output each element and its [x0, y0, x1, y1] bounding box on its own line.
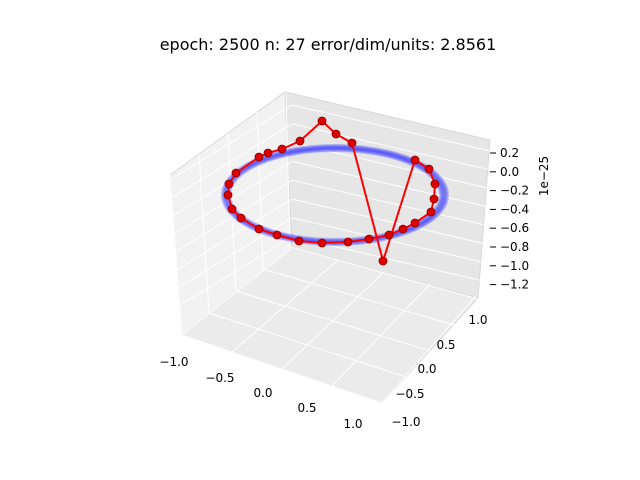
unit-marker — [364, 234, 374, 244]
unit-marker — [224, 179, 234, 189]
grid-line — [291, 160, 491, 208]
unit-marker — [424, 164, 434, 174]
grid-line — [208, 312, 407, 378]
z-tick-label: 0.2 — [500, 146, 519, 160]
grid-line — [291, 123, 491, 171]
z-tick-label: 0.0 — [500, 165, 519, 179]
z-tick-label: −1.0 — [500, 259, 529, 273]
grid-line — [169, 104, 293, 181]
unit-series — [223, 116, 440, 266]
unit-marker — [398, 224, 408, 234]
grid-line — [285, 90, 291, 248]
unit-marker — [294, 236, 304, 246]
unit-marker — [223, 190, 233, 200]
x-tick-label: 1.0 — [343, 417, 362, 431]
unit-marker — [263, 148, 273, 158]
grid-line — [291, 104, 491, 152]
z-tick-label: −0.4 — [500, 202, 529, 216]
grid-line — [331, 283, 431, 387]
x-tick-label: 0.5 — [297, 401, 316, 415]
z-tick-label: −0.2 — [500, 184, 529, 198]
y-tick-label: 0.5 — [436, 338, 455, 352]
grid-line — [256, 111, 264, 270]
unit-marker — [317, 116, 327, 126]
grid-line — [181, 334, 383, 404]
grid-line — [291, 179, 491, 227]
x-tick-label: −0.5 — [205, 371, 234, 385]
grid-line — [169, 198, 293, 275]
unit-marker — [231, 168, 241, 178]
grid-line — [198, 153, 210, 314]
z-offset-label: 1e−25 — [537, 156, 551, 196]
unit-marker — [272, 230, 282, 240]
unit-marker — [254, 224, 264, 234]
unit-marker — [295, 136, 305, 146]
grid-line — [291, 198, 491, 246]
grid-line — [169, 174, 183, 336]
grid-line — [291, 217, 491, 265]
grid-line — [169, 123, 293, 200]
unit-marker — [343, 237, 353, 247]
grid-line — [169, 217, 293, 294]
grid-line — [381, 295, 477, 404]
y-tick-label: 0.0 — [417, 362, 436, 376]
unit-marker — [384, 230, 394, 240]
unit-connection-line — [227, 120, 436, 262]
unit-marker — [430, 179, 440, 189]
grid-line — [235, 290, 431, 352]
ring-stroke — [221, 144, 449, 246]
unit-marker — [410, 155, 420, 165]
unit-marker — [277, 144, 287, 154]
y-tick-label: −1.0 — [391, 415, 420, 429]
unit-marker — [347, 138, 357, 148]
unit-marker — [331, 129, 341, 139]
unit-marker — [236, 213, 246, 223]
grid-line — [169, 179, 293, 256]
z-tick-label: −1.2 — [500, 278, 529, 292]
unit-marker — [227, 204, 237, 214]
grid-line — [262, 268, 455, 326]
z-tick-label: −0.8 — [500, 240, 529, 254]
grid-line — [291, 142, 491, 190]
x-tick-label: −1.0 — [159, 355, 188, 369]
unit-marker — [426, 207, 436, 217]
chart-title: epoch: 2500 n: 27 error/dim/units: 2.856… — [160, 35, 497, 54]
unit-marker — [317, 238, 327, 248]
grid-lines — [169, 90, 491, 404]
z-tick-label: −0.6 — [500, 221, 529, 235]
unit-marker — [429, 194, 439, 204]
x-tick-label: 0.0 — [253, 386, 272, 400]
y-tick-label: −0.5 — [395, 387, 424, 401]
unit-marker — [254, 152, 264, 162]
y-tick-label: 1.0 — [468, 313, 487, 327]
axis-ticks: 0.2 0.0 −0.2 −0.4 −0.6 −0.8 −1.0 −1.2 −1.0 −0.5 0.… — [159, 146, 529, 431]
unit-marker — [378, 256, 388, 266]
unit-marker — [410, 218, 420, 228]
grid-line — [169, 236, 293, 313]
grid-line — [289, 246, 479, 300]
